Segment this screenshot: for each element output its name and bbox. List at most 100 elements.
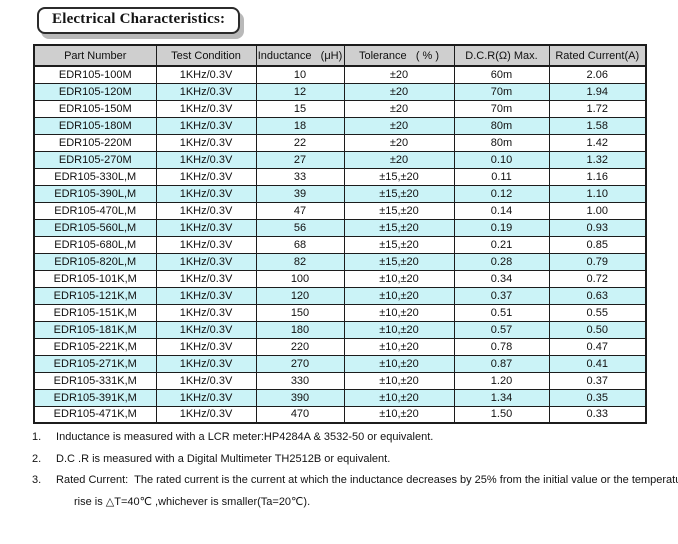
table-cell: ±20 (343, 150, 455, 169)
table-cell: 1KHz/0.3V (155, 235, 257, 254)
table-row: EDR105-390L,M 1KHz/0.3V 39 ±15,±20 0.12 1.10 (33, 184, 647, 203)
note-text: Inductance is measured with a LCR meter:… (53, 431, 434, 443)
table-cell: 70m (453, 99, 550, 118)
table-cell: 220 (255, 337, 345, 356)
table-cell: 10 (255, 65, 345, 84)
table-cell: ±10,±20 (343, 269, 455, 288)
table-cell: EDR105-120M (33, 82, 157, 101)
table-cell: 1KHz/0.3V (155, 65, 257, 84)
table-cell: 15 (255, 99, 345, 118)
table-cell: 39 (255, 184, 345, 203)
column-header: Rated Current(A) (548, 44, 647, 67)
table-row: EDR105-181K,M 1KHz/0.3V 180 ±10,±20 0.57 0.50 (33, 320, 647, 339)
table-cell: 150 (255, 303, 345, 322)
table-cell: ±15,±20 (343, 235, 455, 254)
table-cell: EDR105-331K,M (33, 371, 157, 390)
table-cell: 1KHz/0.3V (155, 184, 257, 203)
table-cell: 68 (255, 235, 345, 254)
table-cell: 0.87 (453, 354, 550, 373)
column-header: Test Condition (155, 44, 257, 67)
table-cell: 270 (255, 354, 345, 373)
electrical-characteristics-table: Part Number Test Condition Inductance (μH)… (33, 44, 647, 424)
table-row: EDR105-680L,M 1KHz/0.3V 68 ±15,±20 0.21 0.85 (33, 235, 647, 254)
table-cell: 1KHz/0.3V (155, 218, 257, 237)
table-cell: ±10,±20 (343, 388, 455, 407)
table-cell: 0.19 (453, 218, 550, 237)
table-cell: 60m (453, 65, 550, 84)
table-cell: ±20 (343, 99, 455, 118)
table-cell: EDR105-390L,M (33, 184, 157, 203)
table-cell: ±10,±20 (343, 286, 455, 305)
table-cell: 0.47 (548, 337, 647, 356)
table-cell: EDR105-181K,M (33, 320, 157, 339)
table-cell: 0.34 (453, 269, 550, 288)
table-cell: 12 (255, 82, 345, 101)
table-cell: EDR105-470L,M (33, 201, 157, 220)
table-cell: 1.94 (548, 82, 647, 101)
note-line: rise is △T=40℃ ,whichever is smaller(Ta=… (32, 492, 662, 514)
table-cell: ±15,±20 (343, 218, 455, 237)
table-cell: EDR105-471K,M (33, 405, 157, 424)
table-cell: 1KHz/0.3V (155, 354, 257, 373)
table-row: EDR105-820L,M 1KHz/0.3V 82 ±15,±20 0.28 0.79 (33, 252, 647, 271)
note-text: rise is △T=40℃ ,whichever is smaller(Ta=… (74, 495, 311, 508)
table-cell: 1.72 (548, 99, 647, 118)
table-cell: 0.35 (548, 388, 647, 407)
table-cell: 1KHz/0.3V (155, 133, 257, 152)
table-cell: 0.14 (453, 201, 550, 220)
table-cell: 470 (255, 405, 345, 424)
table-row: EDR105-470L,M 1KHz/0.3V 47 ±15,±20 0.14 1.00 (33, 201, 647, 220)
table-cell: 0.10 (453, 150, 550, 169)
table-cell: ±20 (343, 133, 455, 152)
table-row: EDR105-471K,M 1KHz/0.3V 470 ±10,±20 1.50 0.33 (33, 405, 647, 424)
table-cell: 1.00 (548, 201, 647, 220)
table-row: EDR105-180M 1KHz/0.3V 18 ±20 80m 1.58 (33, 116, 647, 135)
note-number: 2. (32, 452, 42, 465)
table-cell: 27 (255, 150, 345, 169)
table-cell: ±20 (343, 116, 455, 135)
table-cell: 0.72 (548, 269, 647, 288)
table-cell: ±10,±20 (343, 337, 455, 356)
note-line: 3. Rated Current: The rated current is t… (32, 470, 678, 492)
table-cell: EDR105-680L,M (33, 235, 157, 254)
table-cell: ±20 (343, 82, 455, 101)
table-cell: ±10,±20 (343, 371, 455, 390)
table-row: EDR105-121K,M 1KHz/0.3V 120 ±10,±20 0.37 0.63 (33, 286, 647, 305)
table-cell: 2.06 (548, 65, 647, 84)
table-cell: 1KHz/0.3V (155, 99, 257, 118)
table-cell: 0.51 (453, 303, 550, 322)
table-cell: 0.21 (453, 235, 550, 254)
table-cell: 0.79 (548, 252, 647, 271)
table-cell: EDR105-391K,M (33, 388, 157, 407)
column-header: Part Number (33, 44, 157, 67)
table-cell: 0.85 (548, 235, 647, 254)
table-cell: 1KHz/0.3V (155, 320, 257, 339)
table-cell: EDR105-180M (33, 116, 157, 135)
table-cell: 0.28 (453, 252, 550, 271)
note-line: 2. D.C .R is measured with a Digital Mul… (32, 449, 662, 471)
table-cell: 0.63 (548, 286, 647, 305)
table-cell: 1KHz/0.3V (155, 303, 257, 322)
table-row: EDR105-330L,M 1KHz/0.3V 33 ±15,±20 0.11 1.16 (33, 167, 647, 186)
section-title-text: Electrical Characteristics: (52, 11, 226, 27)
table-cell: 1KHz/0.3V (155, 286, 257, 305)
table-cell: 180 (255, 320, 345, 339)
table-row: EDR105-391K,M 1KHz/0.3V 390 ±10,±20 1.34 0.35 (33, 388, 647, 407)
table-cell: 70m (453, 82, 550, 101)
table-cell: ±15,±20 (343, 167, 455, 186)
table-cell: ±10,±20 (343, 354, 455, 373)
table-cell: 80m (453, 116, 550, 135)
table-cell: 1KHz/0.3V (155, 371, 257, 390)
table-cell: EDR105-330L,M (33, 167, 157, 186)
table-cell: 0.12 (453, 184, 550, 203)
table-cell: 22 (255, 133, 345, 152)
table-cell: 0.41 (548, 354, 647, 373)
table-cell: EDR105-121K,M (33, 286, 157, 305)
table-cell: EDR105-820L,M (33, 252, 157, 271)
table-cell: 82 (255, 252, 345, 271)
table-row: EDR105-560L,M 1KHz/0.3V 56 ±15,±20 0.19 0.93 (33, 218, 647, 237)
note-text: Rated Current: The rated current is the … (53, 474, 678, 486)
table-cell: ±10,±20 (343, 405, 455, 424)
table-cell: 1.16 (548, 167, 647, 186)
table-row: EDR105-270M 1KHz/0.3V 27 ±20 0.10 1.32 (33, 150, 647, 169)
